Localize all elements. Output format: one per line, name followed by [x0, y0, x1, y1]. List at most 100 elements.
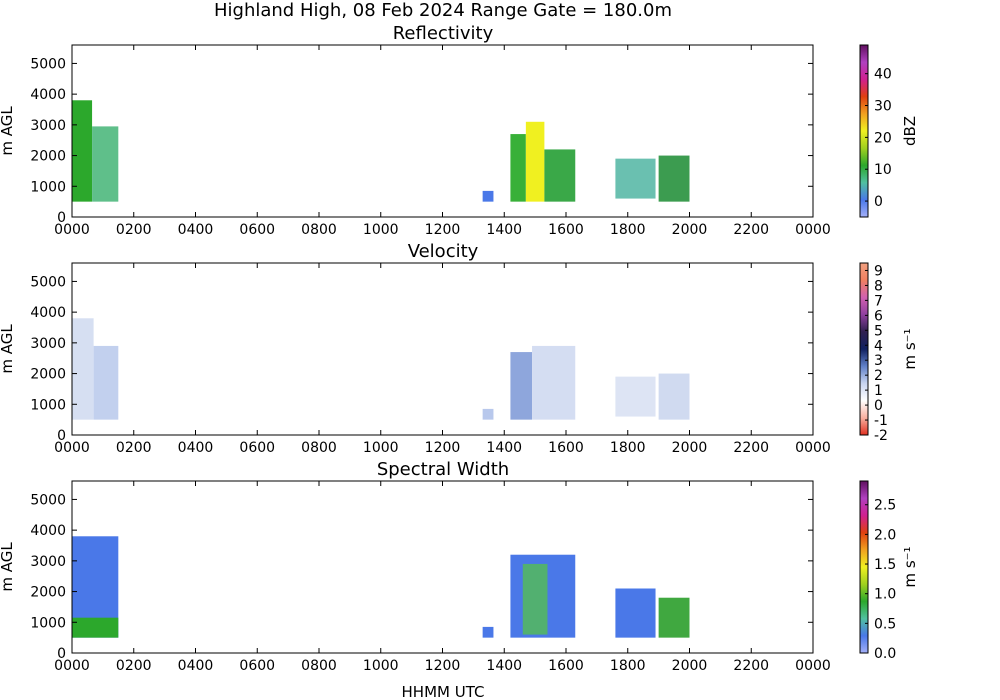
- x-tick-label: 1800: [610, 440, 646, 456]
- x-tick-label: 1000: [363, 222, 399, 238]
- colorbar-tick-label: -1: [874, 413, 888, 429]
- y-tick-label: 4000: [30, 305, 66, 321]
- colorbar-tick-label: 30: [874, 99, 892, 115]
- panel-title: Spectral Width: [377, 459, 509, 480]
- y-tick-label: 2000: [30, 585, 66, 601]
- y-tick-label: 0: [57, 210, 66, 226]
- echo-region: [510, 134, 526, 202]
- x-tick-label: 1000: [363, 440, 399, 456]
- colorbar-label: m s⁻¹: [901, 328, 919, 369]
- figure-suptitle: Highland High, 08 Feb 2024 Range Gate = …: [214, 0, 672, 21]
- colorbar: [859, 480, 869, 654]
- y-tick-label: 2000: [30, 149, 66, 165]
- echo-region: [615, 588, 656, 638]
- y-tick-label: 5000: [30, 274, 66, 290]
- x-tick-label: 1600: [548, 222, 584, 238]
- colorbar-tick-label: 2: [874, 368, 883, 384]
- y-tick-label: 3000: [30, 554, 66, 570]
- colorbar-tick-label: 7: [874, 293, 883, 309]
- y-axis-label: m AGL: [0, 542, 16, 592]
- x-tick-label: 2200: [733, 658, 769, 674]
- x-tick-label: 0000: [54, 222, 90, 238]
- echo-region: [72, 617, 119, 638]
- echo-region: [93, 345, 119, 420]
- colorbar-tick-label: 10: [874, 162, 892, 178]
- colorbar-tick-label: 0: [874, 194, 883, 210]
- colorbar: [859, 44, 869, 218]
- colorbar-tick-label: 8: [874, 278, 883, 294]
- echo-region: [510, 352, 533, 420]
- plot-frame: [71, 262, 814, 436]
- y-axis-label: m AGL: [0, 324, 16, 374]
- colorbar-tick-label: 0.5: [874, 616, 896, 632]
- x-tick-label: 2200: [733, 440, 769, 456]
- x-tick-label: 0000: [795, 222, 831, 238]
- x-tick-label: 0400: [178, 222, 214, 238]
- y-tick-label: 0: [57, 428, 66, 444]
- echo-region: [615, 158, 656, 199]
- x-tick-label: 0000: [54, 658, 90, 674]
- x-tick-label: 1400: [486, 222, 522, 238]
- echo-region: [92, 126, 119, 202]
- echo-region: [544, 149, 576, 202]
- echo-region: [72, 100, 93, 202]
- y-tick-label: 1000: [30, 179, 66, 195]
- x-tick-label: 1600: [548, 440, 584, 456]
- x-tick-label: 1000: [363, 658, 399, 674]
- colorbar-tick-label: 3: [874, 353, 883, 369]
- echo-region: [525, 121, 545, 202]
- x-tick-label: 0600: [239, 222, 275, 238]
- x-tick-label: 0800: [301, 222, 337, 238]
- colorbar-tick-label: 5: [874, 323, 883, 339]
- x-tick-label: 2200: [733, 222, 769, 238]
- colorbar-tick-label: 4: [874, 338, 883, 354]
- plot-frame: [71, 480, 814, 654]
- x-tick-label: 2000: [672, 658, 708, 674]
- x-tick-label: 0600: [239, 658, 275, 674]
- y-tick-label: 5000: [30, 492, 66, 508]
- colorbar: [859, 262, 869, 436]
- y-tick-label: 1000: [30, 397, 66, 413]
- colorbar-label: dBZ: [901, 116, 919, 146]
- colorbar-tick-label: 20: [874, 130, 892, 146]
- colorbar-tick-label: 2.5: [874, 498, 896, 514]
- x-tick-label: 0200: [116, 440, 152, 456]
- colorbar-label: m s⁻¹: [901, 546, 919, 587]
- echo-region: [482, 190, 494, 202]
- x-tick-label: 1800: [610, 222, 646, 238]
- echo-region: [482, 626, 494, 638]
- x-tick-label: 0800: [301, 440, 337, 456]
- echo-region: [72, 318, 94, 420]
- x-tick-label: 0000: [795, 658, 831, 674]
- echo-region: [658, 155, 690, 202]
- x-tick-label: 0400: [178, 658, 214, 674]
- x-tick-label: 0000: [795, 440, 831, 456]
- y-tick-label: 3000: [30, 118, 66, 134]
- x-tick-label: 0800: [301, 658, 337, 674]
- x-tick-label: 0400: [178, 440, 214, 456]
- x-tick-label: 0200: [116, 222, 152, 238]
- y-tick-label: 2000: [30, 367, 66, 383]
- x-tick-label: 1400: [486, 658, 522, 674]
- plot-frame: [71, 44, 814, 218]
- y-tick-label: 5000: [30, 56, 66, 72]
- x-tick-label: 0000: [54, 440, 90, 456]
- colorbar-tick-label: 40: [874, 67, 892, 83]
- x-tick-label: 1600: [548, 658, 584, 674]
- colorbar-tick-label: 2.0: [874, 527, 896, 543]
- colorbar-tick-label: 0: [874, 398, 883, 414]
- panel-title: Velocity: [408, 241, 479, 262]
- x-tick-label: 0200: [116, 658, 152, 674]
- y-tick-label: 3000: [30, 336, 66, 352]
- x-tick-label: 1200: [425, 658, 461, 674]
- x-tick-label: 0600: [239, 440, 275, 456]
- y-tick-label: 4000: [30, 87, 66, 103]
- x-tick-label: 1200: [425, 222, 461, 238]
- echo-region: [482, 408, 494, 420]
- colorbar-tick-label: 1.0: [874, 587, 896, 603]
- panel-2: Spectral Width 0000 0200 0400 0600 0800 1000 12…: [0, 459, 919, 674]
